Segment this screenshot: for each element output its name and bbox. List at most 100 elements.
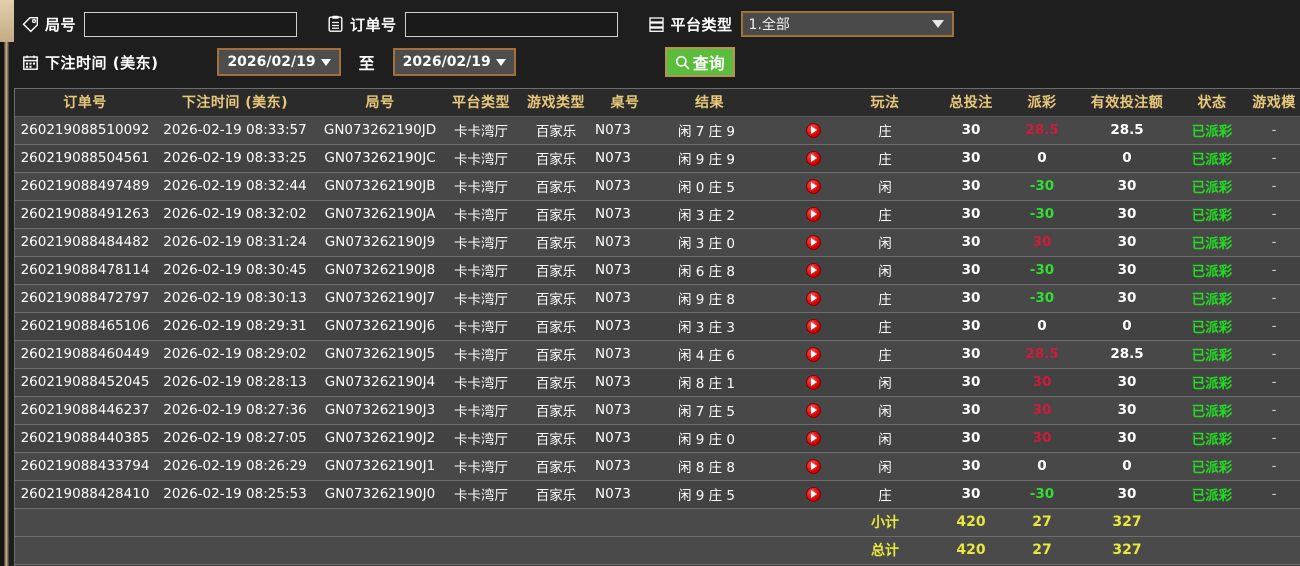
cell-result: 闲 9 庄 0: [655, 424, 835, 453]
table-row[interactable]: 260219088428410 2026-02-19 08:25:53 GN0732…: [15, 480, 1300, 509]
table-row[interactable]: 260219088440385 2026-02-19 08:27:05 GN0732…: [15, 424, 1300, 453]
cell-result: 闲 8 庄 1: [655, 368, 835, 397]
cell-result: 闲 4 庄 6: [655, 340, 835, 369]
cell-table-no: N073: [595, 228, 655, 257]
cell-platform: 卡卡湾厅: [445, 256, 517, 285]
cell-order-no: 260219088497489: [15, 172, 155, 201]
cell-game-type: 百家乐: [517, 368, 595, 397]
cell-round-no: GN073262190JA: [315, 200, 445, 229]
cell-table-no: N073: [595, 312, 655, 341]
play-replay-icon[interactable]: [805, 122, 821, 138]
bet-time-to-datepicker[interactable]: 2026/02/19: [392, 48, 516, 76]
cell-payout: 0: [1007, 452, 1077, 481]
col-status[interactable]: 状态: [1177, 89, 1247, 117]
summary-blank-cell: [1177, 536, 1300, 565]
table-row[interactable]: 260219088491263 2026-02-19 08:32:02 GN0732…: [15, 200, 1300, 229]
cell-order-no: 260219088510092: [15, 116, 155, 145]
order-no-input[interactable]: [404, 11, 618, 37]
bet-time-from-datepicker[interactable]: 2026/02/19: [217, 48, 341, 76]
table-row[interactable]: 260219088465106 2026-02-19 08:29:31 GN0732…: [15, 312, 1300, 341]
cell-game-mode: -: [1247, 480, 1300, 509]
cell-valid-bet: 30: [1077, 256, 1177, 285]
round-no-input[interactable]: [84, 11, 298, 37]
cell-total-bet: 30: [935, 116, 1007, 145]
table-summary-row: 总计 420 27 327: [15, 536, 1300, 565]
platform-type-select[interactable]: 1.全部: [740, 11, 954, 37]
table-row[interactable]: 260219088472797 2026-02-19 08:30:13 GN0732…: [15, 284, 1300, 313]
play-replay-icon[interactable]: [805, 402, 821, 418]
result-text: 闲 4 庄 6: [677, 348, 736, 364]
col-round-no[interactable]: 局号: [315, 89, 445, 117]
summary-blank-cell: [15, 536, 835, 565]
cell-order-no: 260219088460449: [15, 340, 155, 369]
cell-game-mode: -: [1247, 116, 1300, 145]
cell-bet-time: 2026-02-19 08:30:13: [155, 284, 315, 313]
col-table-no[interactable]: 桌号: [595, 89, 655, 117]
cell-platform: 卡卡湾厅: [445, 228, 517, 257]
cell-table-no: N073: [595, 452, 655, 481]
chevron-down-icon: [931, 20, 944, 28]
bet-time-from-value: 2026/02/19: [227, 54, 316, 70]
clipboard-icon: [327, 15, 344, 33]
table-row[interactable]: 260219088497489 2026-02-19 08:32:44 GN0732…: [15, 172, 1300, 201]
orders-table-container[interactable]: 订单号 下注时间 (美东) 局号 平台类型 游戏类型 桌号 结果 玩法 总投注 …: [14, 88, 1300, 566]
table-row[interactable]: 260219088433794 2026-02-19 08:26:29 GN0732…: [15, 452, 1300, 481]
play-replay-icon[interactable]: [805, 290, 821, 306]
play-replay-icon[interactable]: [805, 318, 821, 334]
cell-valid-bet: 30: [1077, 172, 1177, 201]
cell-order-no: 260219088484482: [15, 228, 155, 257]
query-button[interactable]: 查询: [664, 47, 735, 77]
table-row[interactable]: 260219088452045 2026-02-19 08:28:13 GN0732…: [15, 368, 1300, 397]
cell-valid-bet: 30: [1077, 368, 1177, 397]
cell-payout: -30: [1007, 200, 1077, 229]
col-bet-time[interactable]: 下注时间 (美东): [155, 89, 315, 117]
cell-status: 已派彩: [1177, 340, 1247, 369]
play-replay-icon[interactable]: [805, 206, 821, 222]
table-row[interactable]: 260219088504561 2026-02-19 08:33:25 GN0732…: [15, 144, 1300, 173]
play-replay-icon[interactable]: [805, 346, 821, 362]
play-replay-icon[interactable]: [805, 486, 821, 502]
play-replay-icon[interactable]: [805, 458, 821, 474]
round-no-field-group: 局号: [22, 11, 298, 37]
col-total-bet[interactable]: 总投注: [935, 89, 1007, 117]
col-play[interactable]: 玩法: [835, 89, 935, 117]
cell-valid-bet: 30: [1077, 284, 1177, 313]
play-replay-icon[interactable]: [805, 374, 821, 390]
play-replay-icon[interactable]: [805, 430, 821, 446]
cell-bet-time: 2026-02-19 08:33:57: [155, 116, 315, 145]
cell-valid-bet: 28.5: [1077, 340, 1177, 369]
table-row[interactable]: 260219088484482 2026-02-19 08:31:24 GN0732…: [15, 228, 1300, 257]
table-row[interactable]: 260219088460449 2026-02-19 08:29:02 GN0732…: [15, 340, 1300, 369]
summary-valid-bet: 327: [1077, 508, 1177, 537]
col-game-mode[interactable]: 游戏模: [1247, 89, 1300, 117]
col-payout[interactable]: 派彩: [1007, 89, 1077, 117]
result-text: 闲 0 庄 5: [677, 180, 736, 196]
cell-order-no: 260219088440385: [15, 424, 155, 453]
col-result[interactable]: 结果: [655, 89, 835, 117]
cell-round-no: GN073262190J4: [315, 368, 445, 397]
table-row[interactable]: 260219088510092 2026-02-19 08:33:57 GN0732…: [15, 116, 1300, 145]
result-text: 闲 3 庄 3: [677, 320, 736, 336]
play-replay-icon[interactable]: [805, 178, 821, 194]
date-range-separator: 至: [358, 54, 375, 73]
col-valid-bet[interactable]: 有效投注额: [1077, 89, 1177, 117]
col-order-no[interactable]: 订单号: [15, 89, 155, 117]
cell-bet-time: 2026-02-19 08:31:24: [155, 228, 315, 257]
play-replay-icon[interactable]: [805, 234, 821, 250]
cell-valid-bet: 0: [1077, 452, 1177, 481]
cell-play: 庄: [835, 200, 935, 229]
cell-table-no: N073: [595, 480, 655, 509]
cell-status: 已派彩: [1177, 256, 1247, 285]
table-row[interactable]: 260219088446237 2026-02-19 08:27:36 GN0732…: [15, 396, 1300, 425]
cell-game-type: 百家乐: [517, 480, 595, 509]
play-replay-icon[interactable]: [805, 262, 821, 278]
cell-game-type: 百家乐: [517, 424, 595, 453]
cell-payout: 28.5: [1007, 340, 1077, 369]
table-row[interactable]: 260219088478114 2026-02-19 08:30:45 GN0732…: [15, 256, 1300, 285]
col-platform[interactable]: 平台类型: [445, 89, 517, 117]
table-header-row: 订单号 下注时间 (美东) 局号 平台类型 游戏类型 桌号 结果 玩法 总投注 …: [15, 89, 1300, 117]
play-replay-icon[interactable]: [805, 150, 821, 166]
col-game-type[interactable]: 游戏类型: [517, 89, 595, 117]
cell-bet-time: 2026-02-19 08:29:02: [155, 340, 315, 369]
cell-result: 闲 7 庄 5: [655, 396, 835, 425]
